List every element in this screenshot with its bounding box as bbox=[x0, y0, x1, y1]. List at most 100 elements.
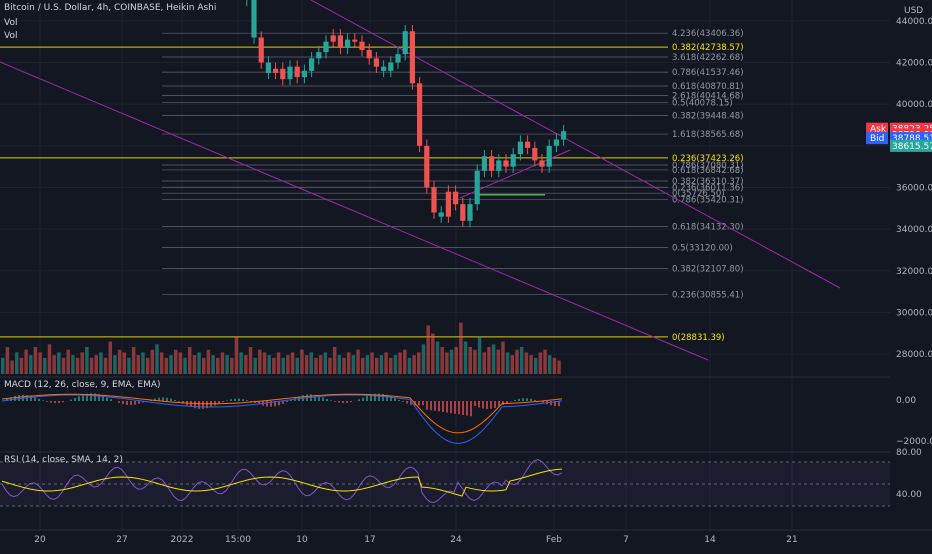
macd-histogram-bar bbox=[442, 401, 444, 412]
macd-histogram-bar bbox=[78, 396, 80, 401]
volume-bar bbox=[15, 352, 18, 374]
vol-legend-1: Vol bbox=[4, 18, 17, 28]
macd-tick: 0.00 bbox=[896, 396, 916, 406]
volume-bar bbox=[235, 336, 238, 374]
volume-bar bbox=[501, 342, 504, 374]
fib-label: 0.236(30855.41) bbox=[672, 291, 744, 301]
volume-bar bbox=[6, 347, 9, 374]
volume-bar bbox=[356, 350, 359, 374]
time-tick: 24 bbox=[450, 535, 462, 545]
volume-bar bbox=[431, 334, 434, 375]
volume-bar bbox=[366, 355, 369, 374]
volume-bar bbox=[436, 342, 439, 374]
price-tick: 44000.00 bbox=[896, 17, 932, 27]
volume-bar bbox=[506, 352, 509, 374]
grid bbox=[0, 0, 890, 530]
volume-bar bbox=[211, 355, 214, 374]
macd-histogram-bar bbox=[438, 401, 440, 411]
volume-bar bbox=[478, 336, 481, 374]
candle-body bbox=[331, 35, 336, 41]
candle-body bbox=[381, 67, 386, 71]
macd-histogram-bar bbox=[70, 400, 72, 401]
candle-body bbox=[316, 52, 321, 58]
candle-body bbox=[323, 42, 328, 52]
vol-legend-2: Vol bbox=[4, 31, 17, 41]
macd-histogram-bar bbox=[434, 401, 436, 411]
macd-histogram-bar bbox=[466, 401, 468, 416]
fib-label: 0.618(34132.30) bbox=[672, 222, 744, 232]
volume-bar bbox=[450, 350, 453, 374]
volume-bar bbox=[1, 358, 4, 374]
rsi-legend: RSI (14, close, SMA, 14, 2) bbox=[4, 455, 123, 465]
price-axis[interactable]: 44000.0042000.0040000.0038000.0036000.00… bbox=[866, 0, 932, 530]
volume-bar bbox=[141, 352, 144, 374]
volume-bar bbox=[408, 358, 411, 374]
volume-bar bbox=[193, 355, 196, 374]
volume-bar bbox=[370, 352, 373, 374]
volume-bar bbox=[492, 344, 495, 374]
candle-body bbox=[266, 63, 271, 73]
volume-bar bbox=[272, 358, 275, 374]
time-tick: 20 bbox=[34, 535, 46, 545]
volume-bar bbox=[225, 355, 228, 374]
macd-histogram-bar bbox=[174, 400, 176, 401]
volume-bar bbox=[90, 358, 93, 374]
volume-bar bbox=[207, 350, 210, 374]
macd-histogram-bar bbox=[198, 401, 200, 409]
fibonacci-levels[interactable]: 4.236(43406.36)0.382(42738.57)3.618(4226… bbox=[0, 29, 744, 343]
volume-bar bbox=[548, 355, 551, 374]
macd-histogram-bar bbox=[42, 400, 44, 401]
macd-histogram-bar bbox=[58, 401, 60, 403]
macd-legend: MACD (12, 26, close, 9, EMA, EMA) bbox=[4, 380, 161, 390]
volume-bar bbox=[127, 358, 130, 374]
fib-label: 0.786(41537.46) bbox=[672, 68, 744, 78]
volume-bar bbox=[188, 347, 191, 374]
volume-bar bbox=[244, 355, 247, 374]
macd-histogram-bar bbox=[462, 401, 464, 415]
volume-bar bbox=[43, 358, 46, 374]
volume-bar bbox=[469, 347, 472, 374]
candle-body bbox=[496, 160, 501, 170]
volume-bar bbox=[132, 347, 135, 374]
macd-histogram-bar bbox=[514, 400, 516, 401]
macd-histogram-bar bbox=[126, 401, 128, 405]
volume-bar bbox=[328, 358, 331, 374]
candle-body bbox=[431, 188, 436, 213]
volume-bar bbox=[202, 358, 205, 374]
candle-body bbox=[359, 42, 364, 50]
volume-bar bbox=[380, 355, 383, 374]
price-tick: 40000.00 bbox=[896, 100, 932, 110]
price-tick: 36000.00 bbox=[896, 184, 932, 194]
volume-bar bbox=[52, 355, 55, 374]
volume-bar bbox=[104, 358, 107, 374]
macd-histogram-bar bbox=[330, 400, 332, 401]
macd-histogram-bar bbox=[282, 401, 284, 404]
fib-label: 0(28831.39) bbox=[672, 333, 725, 343]
volume-bar bbox=[557, 361, 560, 375]
volume-bar bbox=[174, 350, 177, 374]
volume-bar bbox=[10, 361, 13, 375]
volume-bar bbox=[473, 350, 476, 374]
volume-bar bbox=[300, 350, 303, 374]
macd-histogram-bar bbox=[470, 401, 472, 416]
volume-bar bbox=[239, 352, 242, 374]
volume-bar bbox=[123, 352, 126, 374]
macd-histogram-bar bbox=[14, 396, 16, 401]
rsi-pane[interactable] bbox=[0, 452, 890, 506]
volume-bar bbox=[253, 358, 256, 374]
candle-body bbox=[532, 148, 537, 161]
volume-bar bbox=[412, 355, 415, 374]
currency-label: USD bbox=[904, 6, 923, 16]
macd-histogram-bar bbox=[230, 399, 232, 401]
volume-bar bbox=[113, 355, 116, 374]
volume-bar bbox=[155, 344, 158, 374]
volume-bar bbox=[520, 347, 523, 374]
macd-histogram-bar bbox=[110, 399, 112, 401]
fib-label: 0.5(40078.15) bbox=[672, 99, 733, 109]
volume-bar bbox=[66, 350, 69, 374]
volume-bar bbox=[95, 355, 98, 374]
candle-body bbox=[273, 69, 278, 73]
